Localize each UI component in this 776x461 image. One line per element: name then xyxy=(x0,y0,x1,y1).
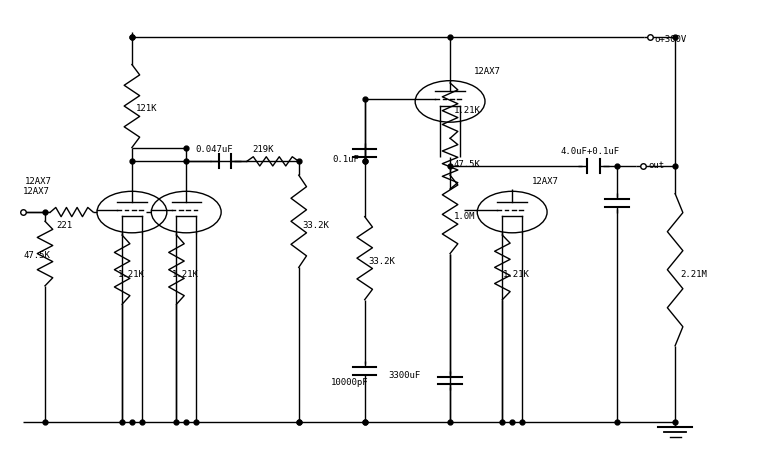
Text: o+300V: o+300V xyxy=(654,35,687,44)
Text: 33.2K: 33.2K xyxy=(369,257,396,266)
Text: 2.21M: 2.21M xyxy=(681,270,708,278)
Text: 1.21K: 1.21K xyxy=(172,270,199,278)
Text: 0.047uF: 0.047uF xyxy=(196,145,233,154)
Text: 12AX7: 12AX7 xyxy=(473,67,501,76)
Text: 3300uF: 3300uF xyxy=(388,371,421,380)
Text: 221: 221 xyxy=(56,221,72,230)
Text: 12AX7: 12AX7 xyxy=(23,187,50,195)
Text: 33.2K: 33.2K xyxy=(303,221,330,230)
Text: 1.0M: 1.0M xyxy=(454,212,476,221)
Text: 12AX7: 12AX7 xyxy=(25,177,52,186)
Text: 47.5K: 47.5K xyxy=(23,251,50,260)
Text: 1.21K: 1.21K xyxy=(118,270,145,278)
Text: 1.21K: 1.21K xyxy=(503,270,530,278)
Text: 10000pF: 10000pF xyxy=(331,378,369,387)
Text: 0.1uF: 0.1uF xyxy=(332,155,359,164)
Text: 4.0uF+0.1uF: 4.0uF+0.1uF xyxy=(560,147,619,155)
Text: 121K: 121K xyxy=(136,104,158,112)
Text: 47.5K: 47.5K xyxy=(454,160,481,169)
Text: 1.21K: 1.21K xyxy=(454,106,481,115)
Text: out: out xyxy=(649,161,665,171)
Text: 12AX7: 12AX7 xyxy=(532,177,559,186)
Text: 219K: 219K xyxy=(252,145,274,154)
